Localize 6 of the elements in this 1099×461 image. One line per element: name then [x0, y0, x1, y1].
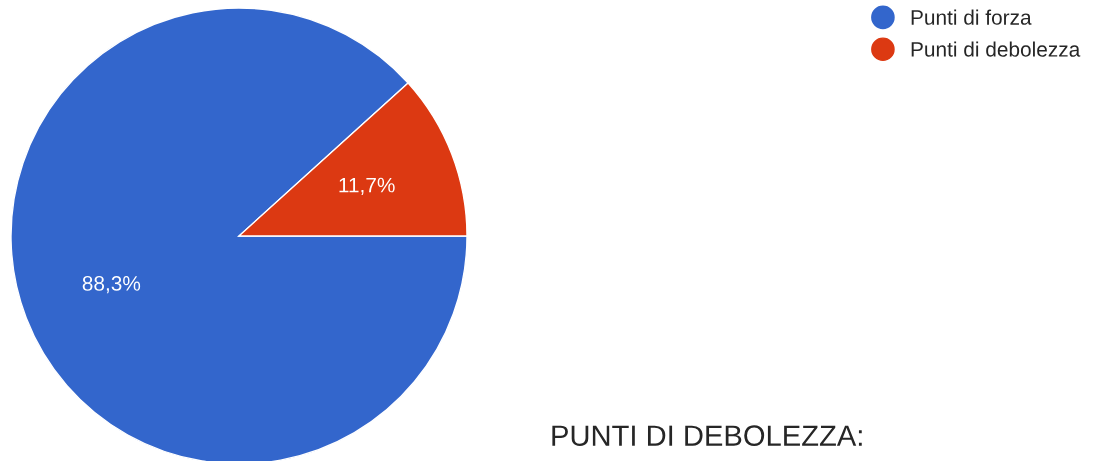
data-label: 88,3% [82, 276, 141, 294]
pie-slice [10, 7, 468, 461]
text: PUNTI DI DEBOLEZZA: [552, 425, 862, 447]
legend-label: Punti di debolezza [911, 41, 1081, 57]
data-label: 11,7% [339, 177, 395, 195]
legend-label: Punti di forza [911, 9, 1032, 25]
